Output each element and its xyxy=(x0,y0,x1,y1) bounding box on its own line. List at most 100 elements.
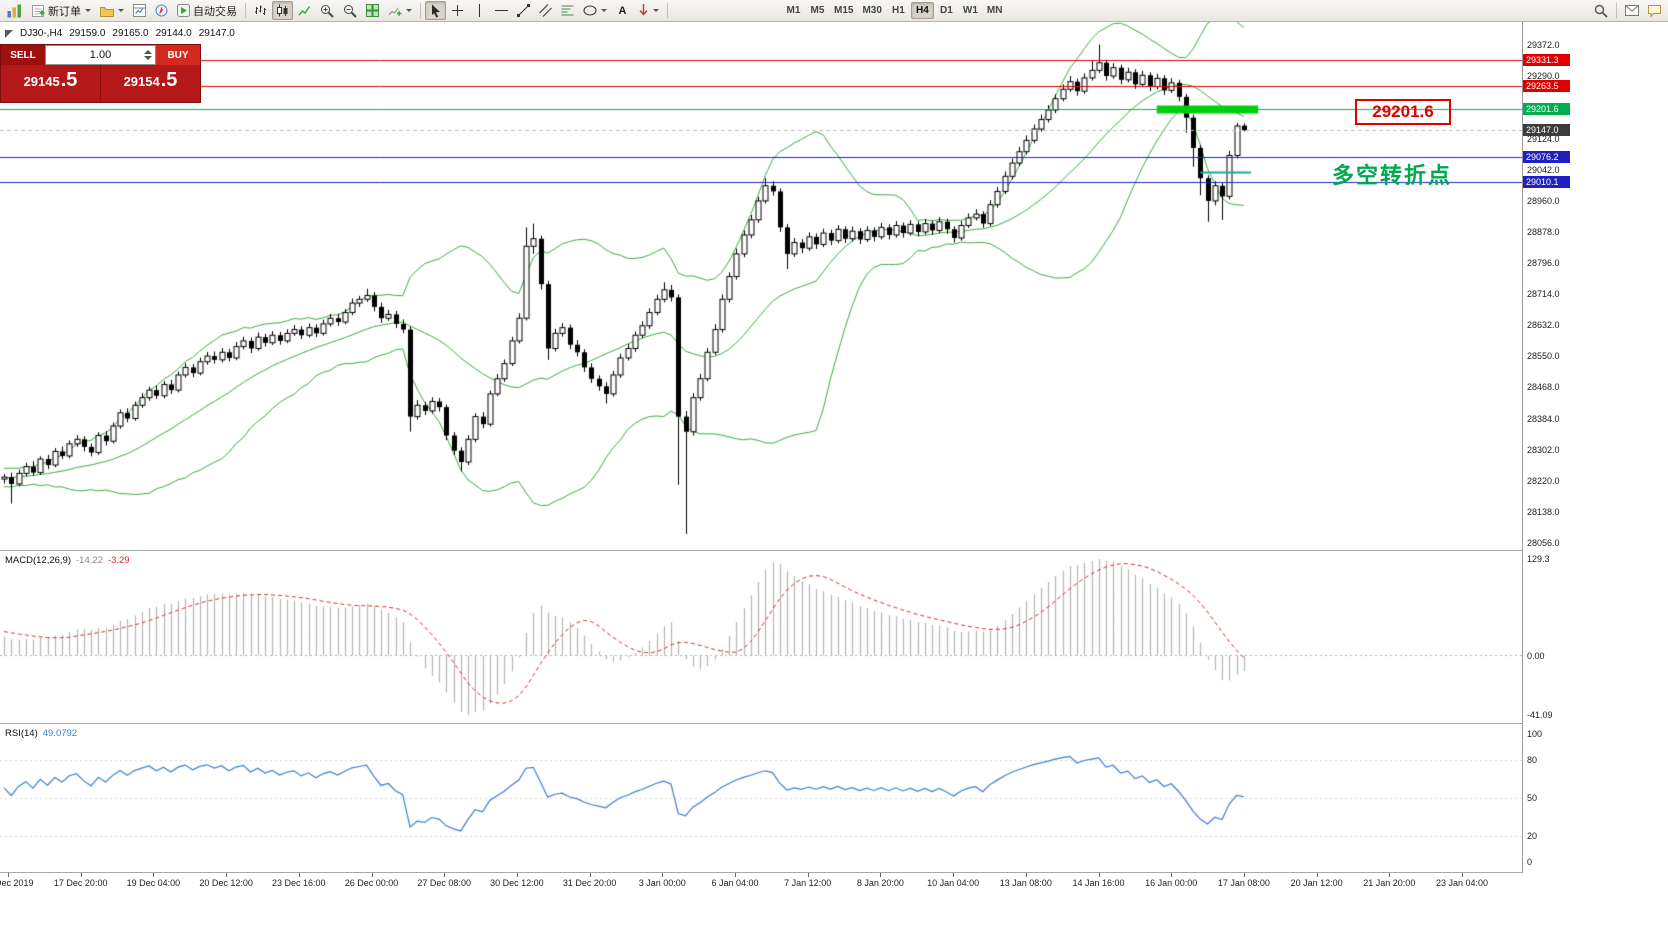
sell-price-button[interactable]: 29145 .5 xyxy=(1,65,100,102)
timeframe-m15-button[interactable]: M15 xyxy=(830,2,857,19)
toolbar-separator xyxy=(420,3,421,18)
price-chart-canvas[interactable] xyxy=(0,22,1522,550)
time-axis[interactable]: 16 Dec 2019 17 Dec 20:00 19 Dec 04:00 20 De… xyxy=(0,873,1522,895)
timeframe-m1-button[interactable]: M1 xyxy=(782,2,805,19)
time-axis-label: 20 Dec 12:00 xyxy=(199,878,253,888)
horizontal-line-button[interactable] xyxy=(491,1,512,20)
time-axis-tick xyxy=(153,873,154,877)
mailbox-button[interactable] xyxy=(1621,1,1643,20)
price-axis-label: 28056.0 xyxy=(1527,538,1560,548)
text-tool-icon: A xyxy=(618,4,627,17)
time-axis-label: 23 Jan 04:00 xyxy=(1435,878,1489,888)
time-axis-tick xyxy=(1462,873,1463,877)
timeframe-h4-button[interactable]: H4 xyxy=(910,2,934,19)
toolbar-separator xyxy=(245,3,246,18)
indicators-button[interactable] xyxy=(384,1,416,20)
volume-stepper[interactable] xyxy=(144,46,152,64)
buy-price-button[interactable]: 29154 .5 xyxy=(100,65,200,102)
candlestick-chart-button[interactable] xyxy=(272,1,293,20)
timeframe-h1-button[interactable]: H1 xyxy=(887,2,910,19)
macd-main-value: -14.22 xyxy=(76,555,103,566)
macd-axis-label: 0.00 xyxy=(1527,650,1545,661)
rsi-axis-label: 0 xyxy=(1527,857,1533,867)
shapes-button[interactable] xyxy=(579,1,611,20)
search-button[interactable] xyxy=(1590,1,1612,20)
price-axis-label: 29124.0 xyxy=(1527,133,1560,144)
rsi-axis-label: 20 xyxy=(1527,831,1538,842)
time-axis-tick xyxy=(517,873,518,877)
cursor-button[interactable] xyxy=(425,1,446,20)
panel-divider[interactable] xyxy=(0,550,1668,551)
sell-tab[interactable]: SELL xyxy=(1,45,45,65)
price-axis[interactable]: 29372.0 29290.0 29124.0 29042.0 28960.0 28878… xyxy=(1522,22,1668,873)
sell-price-main: 29145 xyxy=(23,74,60,89)
high-value: 29165.0 xyxy=(112,28,149,39)
navigator-button[interactable] xyxy=(151,1,172,20)
community-chat-button[interactable] xyxy=(1644,1,1665,20)
zoom-in-button[interactable] xyxy=(316,1,338,20)
zoom-out-button[interactable] xyxy=(339,1,361,20)
time-axis-tick xyxy=(953,873,954,877)
volume-input[interactable]: 1.00 xyxy=(45,45,156,65)
time-axis-label: 27 Dec 08:00 xyxy=(417,878,471,888)
time-axis-tick xyxy=(372,873,373,877)
app-logo-icon[interactable] xyxy=(3,1,26,20)
timeframe-group: M1 M5 M15 M30 H1 H4 D1 W1 MN xyxy=(782,2,1006,19)
timeframe-d1-button[interactable]: D1 xyxy=(935,2,958,19)
timeframe-m5-button[interactable]: M5 xyxy=(806,2,829,19)
time-axis-tick xyxy=(444,873,445,877)
time-axis-tick xyxy=(808,873,809,877)
crosshair-button[interactable] xyxy=(447,1,468,20)
price-axis-badge: 29263.5 xyxy=(1523,80,1570,93)
timeframe-w1-button[interactable]: W1 xyxy=(959,2,982,19)
search-icon xyxy=(1594,4,1608,18)
line-chart-icon xyxy=(298,6,311,16)
chevron-down-icon xyxy=(601,9,607,12)
panel-divider[interactable] xyxy=(0,723,1668,724)
macd-signal-value: -3.29 xyxy=(107,555,130,566)
rsi-indicator-label: RSI(14) 49.0792 xyxy=(5,728,77,739)
bar-chart-button[interactable] xyxy=(250,1,271,20)
volume-value[interactable]: 1.00 xyxy=(89,49,112,61)
line-chart-button[interactable] xyxy=(294,1,315,20)
rsi-panel-canvas[interactable] xyxy=(0,724,1522,872)
tile-windows-button[interactable] xyxy=(362,1,383,20)
panel-divider[interactable] xyxy=(0,872,1668,873)
toolbar-separator xyxy=(667,3,668,18)
autotrading-label: 自动交易 xyxy=(193,5,237,18)
vertical-line-button[interactable] xyxy=(469,1,490,20)
trendline-button[interactable] xyxy=(513,1,534,20)
new-order-button[interactable]: 新订单 xyxy=(27,1,95,20)
add-indicator-icon xyxy=(388,7,402,16)
arrows-button[interactable] xyxy=(634,1,663,20)
timeframe-mn-button[interactable]: MN xyxy=(983,2,1007,19)
crosshair-icon xyxy=(452,5,463,16)
one-click-trading-panel: SELL 1.00 BUY 29145 .5 29154 .5 xyxy=(0,44,201,103)
market-watch-button[interactable] xyxy=(129,1,150,20)
price-axis-badge: 29076.2 xyxy=(1523,150,1570,163)
timeframe-m30-button[interactable]: M30 xyxy=(858,2,885,19)
new-order-icon xyxy=(32,4,45,17)
chart-profiles-button[interactable] xyxy=(96,1,128,20)
buy-tab[interactable]: BUY xyxy=(156,45,200,65)
time-axis-label: 7 Jan 12:00 xyxy=(784,878,832,888)
macd-panel-canvas[interactable] xyxy=(0,551,1522,723)
trendline-icon xyxy=(517,4,530,17)
time-axis-label: 16 Dec 2019 xyxy=(0,878,34,888)
time-axis-label: 23 Dec 16:00 xyxy=(272,878,326,888)
stepper-up-icon[interactable] xyxy=(144,50,152,54)
fibonacci-button[interactable] xyxy=(557,1,578,20)
turning-point-label[interactable]: 多空转折点 xyxy=(1332,163,1453,188)
price-level-callout[interactable]: 29201.6 xyxy=(1355,99,1451,125)
chart-window[interactable]: 29372.0 29290.0 29124.0 29042.0 28960.0 28878… xyxy=(0,22,1668,945)
time-axis-label: 3 Jan 00:00 xyxy=(638,878,686,888)
oneclick-collapse-icon[interactable] xyxy=(5,29,13,38)
chevron-down-icon xyxy=(118,9,124,12)
channel-icon xyxy=(539,4,552,17)
channel-button[interactable] xyxy=(535,1,556,20)
tile-windows-icon xyxy=(366,4,379,17)
stepper-down-icon[interactable] xyxy=(144,56,152,60)
autotrading-button[interactable]: 自动交易 xyxy=(173,1,241,20)
text-button[interactable]: A xyxy=(612,1,633,20)
price-axis-label: 28878.0 xyxy=(1527,226,1560,237)
